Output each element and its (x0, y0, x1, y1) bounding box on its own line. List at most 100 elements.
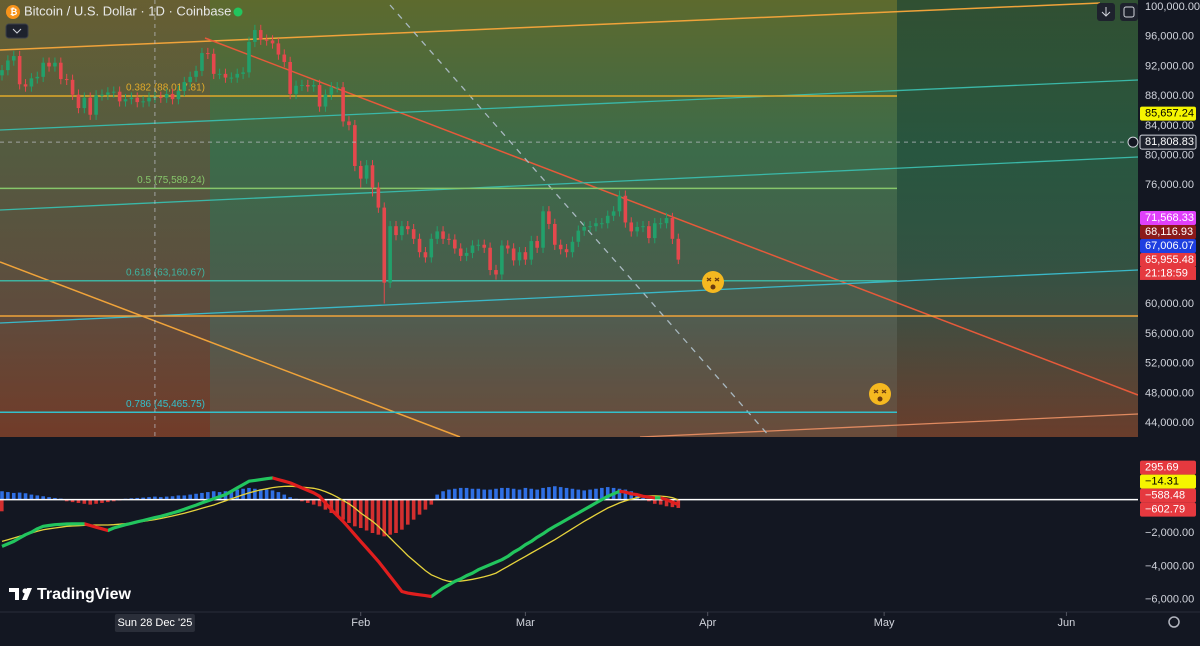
histogram-bar (147, 497, 151, 500)
histogram-bar (400, 499, 404, 530)
market-status[interactable] (233, 7, 243, 17)
price-tag-label: 65,955.48 (1145, 254, 1194, 266)
candle-body (429, 238, 434, 258)
candle-body (17, 56, 22, 85)
candle-body (623, 195, 628, 223)
histogram-bar (306, 499, 310, 503)
x-tick-label: May (874, 617, 895, 629)
histogram-bar (505, 487, 510, 500)
trendlines (0, 2, 1139, 438)
tradingview-logo-dot (22, 588, 28, 594)
histogram-bar (411, 499, 416, 520)
trendline (0, 261, 461, 438)
indicator-tag (1140, 474, 1196, 489)
zone-lower (210, 316, 897, 437)
histogram-bar (652, 499, 657, 504)
price-tag (1140, 238, 1196, 253)
histogram-bar (594, 488, 598, 500)
histogram-bar (535, 489, 539, 500)
price-tag-label: 67,006.07 (1145, 240, 1194, 252)
download-icon (1101, 7, 1111, 17)
histogram-bar (458, 487, 463, 500)
histogram-bar (541, 487, 545, 500)
emoji-face (702, 271, 724, 293)
histogram-bar (0, 499, 4, 512)
fullscreen-button[interactable] (1120, 3, 1138, 21)
candle-body (594, 223, 598, 227)
candle-body (200, 53, 204, 71)
candle-body (552, 223, 557, 245)
histogram-bar (476, 488, 481, 500)
price-tag (1140, 224, 1196, 239)
candle-body (253, 30, 257, 42)
histogram-bar (170, 496, 175, 500)
candle-body (523, 252, 528, 260)
candle-body (570, 241, 575, 253)
trendline (204, 37, 1139, 396)
candle-body (464, 252, 469, 256)
brand-name: TradingView (37, 586, 132, 603)
histogram-bar (70, 499, 75, 503)
candle-body (400, 226, 404, 236)
fib-label: 0.382 (88,017.81) (126, 83, 205, 94)
histogram-bar (488, 489, 492, 500)
histogram-bar (529, 488, 534, 500)
histogram-bar (564, 487, 569, 500)
fib-label: 0.786 (45,465.75) (126, 399, 205, 410)
histogram-bar (517, 489, 522, 500)
y-tick-label: −6,000.00 (1145, 594, 1194, 606)
histogram-bar (341, 499, 345, 520)
candle-body (123, 99, 128, 102)
candle-body (605, 215, 610, 224)
histogram-bar (206, 492, 210, 500)
settings[interactable] (1168, 616, 1180, 628)
candle-body (417, 238, 422, 253)
settings-icon[interactable] (1168, 616, 1180, 628)
candle-body (276, 43, 281, 55)
candle-body (347, 121, 351, 126)
trendline (0, 2, 1101, 51)
histogram-bar (211, 491, 216, 500)
collapse-button[interactable] (5, 23, 29, 39)
histogram-bar (194, 493, 198, 500)
candle-body (217, 73, 222, 75)
candle-body (658, 223, 663, 225)
candle-body (488, 247, 492, 271)
candle-body (670, 218, 675, 239)
histogram-bar (453, 488, 457, 500)
histogram-bar (158, 497, 163, 500)
histogram-bar (558, 487, 563, 500)
candle-body (447, 238, 451, 240)
indicator-tag-label: −14.31 (1145, 476, 1179, 488)
candle-body (41, 62, 45, 77)
histogram-bar (605, 487, 610, 500)
candle-body (317, 85, 322, 107)
candle-body (76, 94, 81, 109)
candle-body (206, 53, 210, 55)
histogram-bar (382, 499, 387, 537)
candle-body (335, 87, 340, 89)
histogram-bar (335, 499, 340, 517)
histogram-bar (405, 499, 410, 525)
histogram-bar (447, 489, 451, 500)
crosshair-add-button[interactable] (1127, 136, 1139, 148)
crosshair (0, 0, 1138, 612)
histogram-bar (664, 499, 669, 507)
histogram-bar (500, 487, 504, 500)
emoji-2 (869, 383, 891, 405)
candle-body (300, 85, 304, 87)
histogram-bar (429, 499, 434, 505)
bitcoin-icon (6, 5, 20, 19)
candle-body (600, 223, 604, 225)
histogram-bar (94, 499, 98, 504)
zone-right (897, 0, 1138, 437)
countdown-box (1140, 266, 1196, 280)
price-tag-label: 85,657.24 (1145, 107, 1194, 119)
candle-body (535, 241, 539, 248)
y-tick-label: 44,000.00 (1145, 417, 1194, 429)
candle-body (117, 91, 122, 102)
histogram-bar (88, 499, 93, 505)
x-tick-label: Jun (1058, 617, 1076, 629)
candle-body (188, 76, 192, 83)
indicator-tag (1140, 502, 1196, 517)
